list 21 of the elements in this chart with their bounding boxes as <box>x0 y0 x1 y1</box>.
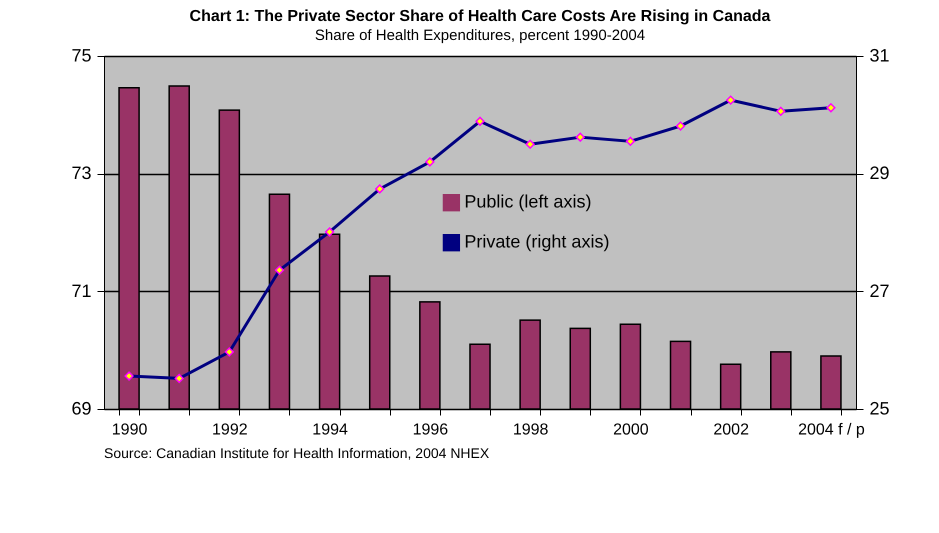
x-tick-label: 1992 <box>212 422 248 438</box>
x-tick-label: 1996 <box>412 422 448 438</box>
y2-tick-label: 25 <box>870 398 890 418</box>
x-tick-label: 2002 <box>713 422 750 438</box>
y-tick-label: 69 <box>71 398 92 418</box>
legend-label: Private (right axis) <box>464 232 610 252</box>
source-note: Source: Canadian Institute for Health Information, 2004 NHEX <box>104 445 490 461</box>
y2-tick-label: 31 <box>870 46 890 66</box>
x-tick-label: 2000 <box>613 422 649 438</box>
y-tick-label: 73 <box>71 163 92 184</box>
x-tick-label: 1994 <box>312 422 348 438</box>
x-tick-label: 1998 <box>512 422 549 438</box>
chart-title: Chart 1: The Private Sector Share of Health Care Costs Are Rising in Canada <box>190 8 771 25</box>
y-tick-label: 71 <box>71 280 92 301</box>
y2-tick-label: 27 <box>870 280 890 301</box>
chart-subtitle: Share of Health Expenditures, percent 1990-2004 <box>314 27 646 44</box>
legend-label: Public (left axis) <box>464 192 592 212</box>
x-tick-label: 1990 <box>112 422 148 438</box>
y2-tick-label: 29 <box>870 163 890 184</box>
x-tick-label: 2004 f / p <box>798 422 865 438</box>
y-tick-label: 75 <box>71 46 92 66</box>
